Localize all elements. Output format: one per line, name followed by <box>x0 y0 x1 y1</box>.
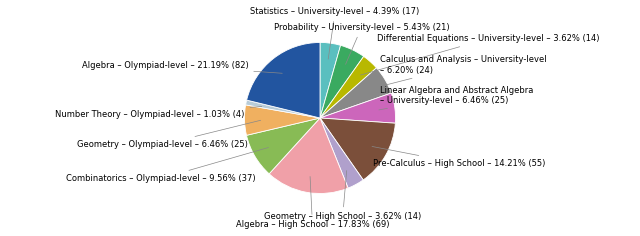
Wedge shape <box>320 45 364 118</box>
Wedge shape <box>320 56 376 118</box>
Wedge shape <box>320 68 391 118</box>
Wedge shape <box>320 118 396 180</box>
Text: Combinatorics – Olympiad-level – 9.56% (37): Combinatorics – Olympiad-level – 9.56% (… <box>66 148 269 183</box>
Text: Statistics – University-level – 4.39% (17): Statistics – University-level – 4.39% (1… <box>250 7 420 59</box>
Wedge shape <box>246 100 320 118</box>
Text: Differential Equations – University-level – 3.62% (14): Differential Equations – University-leve… <box>360 34 599 75</box>
Text: Algebra – High School – 17.83% (69): Algebra – High School – 17.83% (69) <box>236 177 389 229</box>
Wedge shape <box>246 42 320 118</box>
Text: Algebra – Olympiad-level – 21.19% (82): Algebra – Olympiad-level – 21.19% (82) <box>81 61 282 73</box>
Text: Number Theory – Olympiad-level – 1.03% (4): Number Theory – Olympiad-level – 1.03% (… <box>55 106 262 119</box>
Text: Calculus and Analysis – University-level
– 6.20% (24): Calculus and Analysis – University-level… <box>371 55 547 88</box>
Wedge shape <box>244 105 320 135</box>
Text: Geometry – High School – 3.62% (14): Geometry – High School – 3.62% (14) <box>264 171 421 221</box>
Wedge shape <box>320 93 396 123</box>
Text: Geometry – Olympiad-level – 6.46% (25): Geometry – Olympiad-level – 6.46% (25) <box>77 120 260 149</box>
Wedge shape <box>320 118 363 188</box>
Text: Probability – University-level – 5.43% (21): Probability – University-level – 5.43% (… <box>274 23 449 64</box>
Text: Linear Algebra and Abstract Algebra
– University-level – 6.46% (25): Linear Algebra and Abstract Algebra – Un… <box>379 86 534 110</box>
Wedge shape <box>246 118 320 174</box>
Wedge shape <box>269 118 348 194</box>
Wedge shape <box>320 42 340 118</box>
Text: Pre-Calculus – High School – 14.21% (55): Pre-Calculus – High School – 14.21% (55) <box>372 147 545 168</box>
